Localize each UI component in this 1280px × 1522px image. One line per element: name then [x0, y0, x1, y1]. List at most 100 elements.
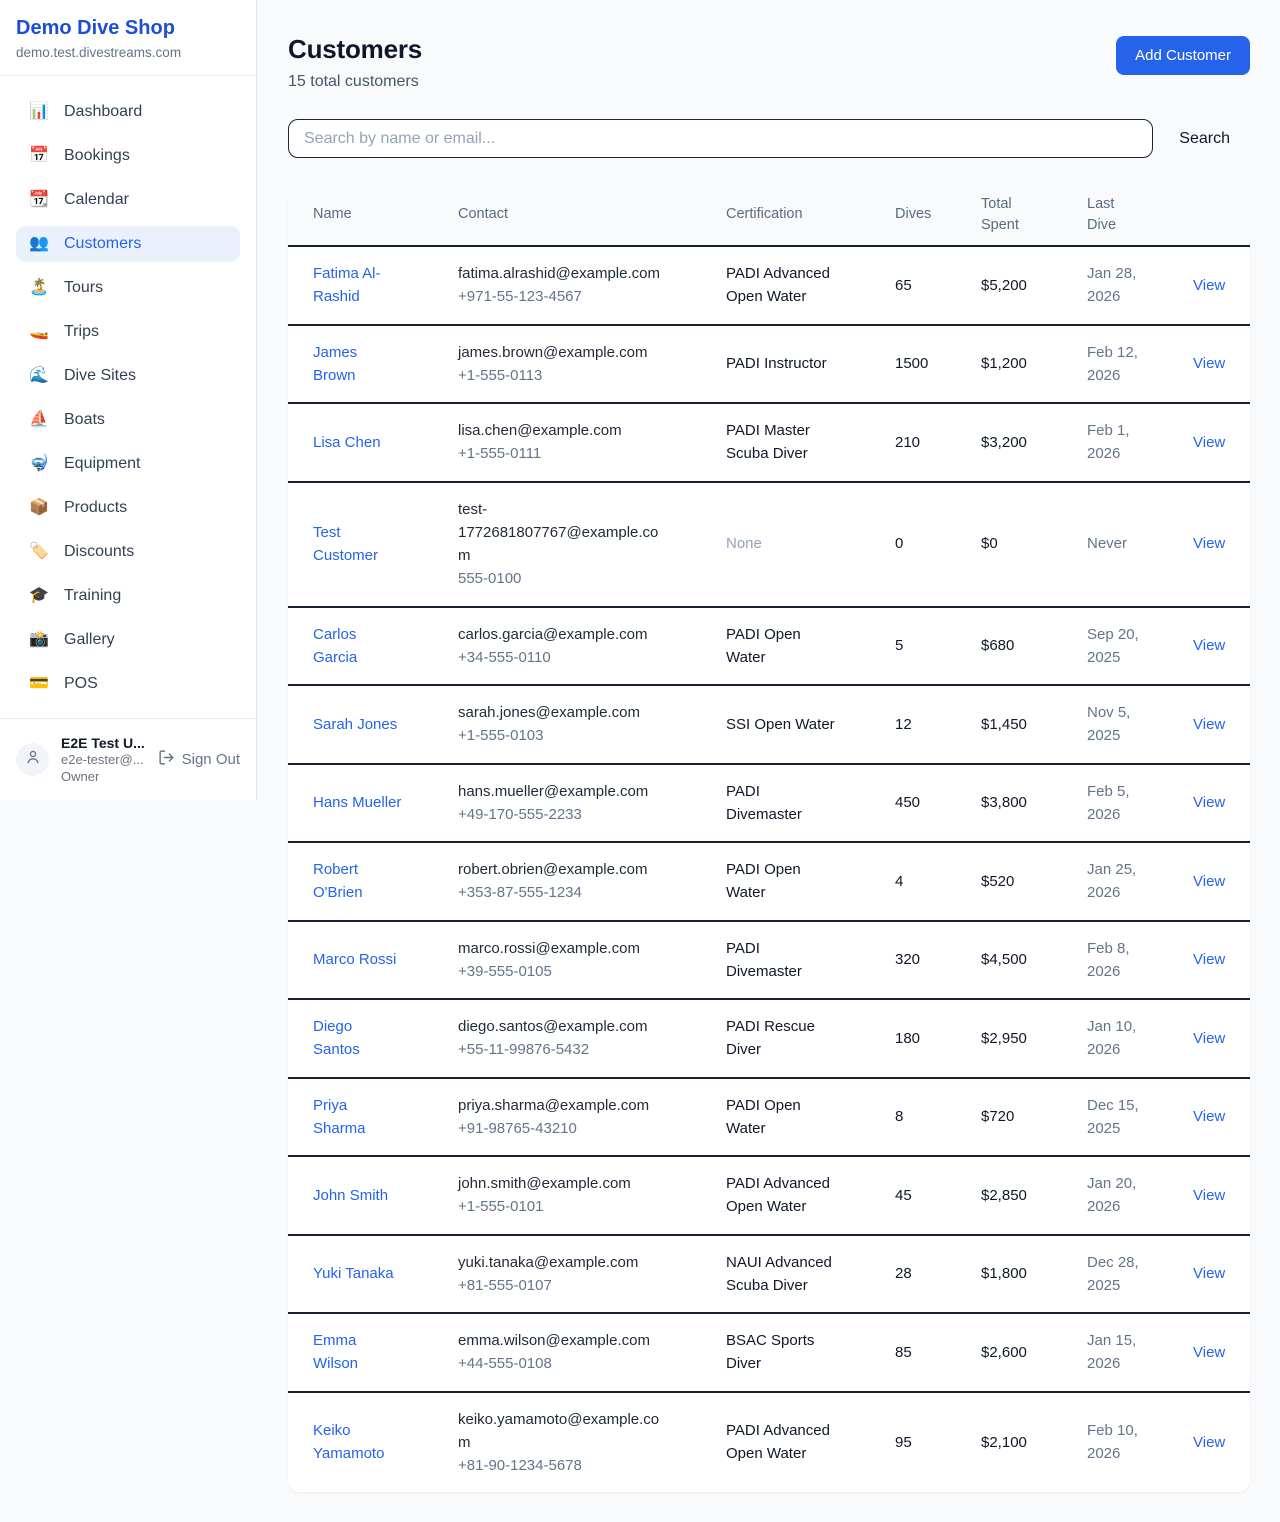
- customer-email: lisa.chen@example.com: [458, 422, 622, 439]
- view-customer-link[interactable]: View: [1193, 535, 1226, 553]
- view-customer-link[interactable]: View: [1193, 1433, 1226, 1451]
- table-body: Fatima Al-Rashid fatima.alrashid@example…: [288, 246, 1250, 1492]
- speedboat-icon: 🚤: [29, 323, 49, 340]
- customer-name-link[interactable]: Sarah Jones: [313, 715, 398, 733]
- sidebar-item-discounts[interactable]: 🏷️ Discounts: [16, 534, 240, 570]
- view-customer-link[interactable]: View: [1193, 637, 1226, 655]
- customer-name-link[interactable]: Marco Rossi: [313, 951, 397, 969]
- sidebar-item-tours[interactable]: 🏝️ Tours: [16, 270, 240, 306]
- camera-icon: 📸: [29, 631, 49, 648]
- customer-name-link[interactable]: John Smith: [313, 1186, 389, 1204]
- view-customer-link[interactable]: View: [1193, 1186, 1226, 1204]
- view-customer-link[interactable]: View: [1193, 276, 1226, 294]
- view-customer-link[interactable]: View: [1193, 1029, 1226, 1047]
- table-row: Diego Santos diego.santos@example.com +5…: [288, 999, 1250, 1079]
- view-customer-link[interactable]: View: [1193, 433, 1226, 451]
- table-row: John Smith john.smith@example.com +1-555…: [288, 1156, 1250, 1236]
- sidebar: Demo Dive Shop demo.test.divestreams.com…: [0, 0, 257, 800]
- customer-name-link[interactable]: Hans Mueller: [313, 794, 402, 812]
- customer-total-spent: $2,950: [969, 999, 1075, 1079]
- sidebar-item-boats[interactable]: ⛵ Boats: [16, 402, 240, 438]
- sidebar-item-customers[interactable]: 👥 Customers: [16, 226, 240, 262]
- search-bar: Search: [288, 119, 1250, 158]
- col-certification: Certification: [714, 184, 883, 247]
- customer-certification: None: [726, 535, 762, 553]
- customer-dives: 0: [883, 481, 969, 608]
- customer-name-link[interactable]: James Brown: [313, 343, 358, 384]
- view-customer-link[interactable]: View: [1193, 1108, 1226, 1126]
- customer-certification: PADI Instructor: [726, 355, 827, 373]
- customer-name-link[interactable]: Test Customer: [313, 523, 379, 564]
- customer-name-link[interactable]: Carlos Garcia: [313, 625, 358, 666]
- customer-total-spent: $2,600: [969, 1313, 1075, 1393]
- search-button[interactable]: Search: [1153, 130, 1250, 148]
- customer-last-dive: Jan 10, 2026: [1087, 1018, 1137, 1059]
- customer-phone: +353-87-555-1234: [458, 884, 582, 902]
- sidebar-item-products[interactable]: 📦 Products: [16, 490, 240, 526]
- sidebar-item-bookings[interactable]: 📅 Bookings: [16, 138, 240, 174]
- sidebar-nav: 📊 Dashboard 📅 Bookings 📆 Calendar 👥 Cust…: [0, 76, 256, 718]
- customer-certification: BSAC Sports Diver: [726, 1332, 815, 1373]
- view-customer-link[interactable]: View: [1193, 951, 1226, 969]
- customer-last-dive: Jan 15, 2026: [1087, 1332, 1137, 1373]
- nav-label: Training: [64, 587, 122, 604]
- sidebar-item-gallery[interactable]: 📸 Gallery: [16, 622, 240, 658]
- sidebar-item-training[interactable]: 🎓 Training: [16, 578, 240, 614]
- sidebar-item-dive-sites[interactable]: 🌊 Dive Sites: [16, 358, 240, 394]
- customer-phone: +91-98765-43210: [458, 1119, 577, 1137]
- customer-name-link[interactable]: Fatima Al-Rashid: [313, 265, 381, 306]
- user-info: E2E Test U... e2e-tester@... Owner: [61, 734, 146, 786]
- customer-certification: PADI Open Water: [726, 861, 801, 902]
- view-customer-link[interactable]: View: [1193, 715, 1226, 733]
- customer-last-dive: Feb 8, 2026: [1087, 939, 1130, 980]
- customer-name-link[interactable]: Lisa Chen: [313, 433, 381, 451]
- customer-phone: +1-555-0101: [458, 1198, 544, 1216]
- customer-email: robert.obrien@example.com: [458, 861, 648, 878]
- sidebar-item-dashboard[interactable]: 📊 Dashboard: [16, 94, 240, 130]
- sidebar-item-calendar[interactable]: 📆 Calendar: [16, 182, 240, 218]
- calendar-icon: 📅: [29, 147, 49, 164]
- customer-certification: SSI Open Water: [726, 715, 835, 733]
- customer-dives: 1500: [883, 324, 969, 404]
- view-customer-link[interactable]: View: [1193, 794, 1226, 812]
- sailboat-icon: ⛵: [29, 411, 49, 428]
- customer-name-link[interactable]: Yuki Tanaka: [313, 1265, 394, 1283]
- col-total-spent: Total Spent: [969, 184, 1075, 247]
- search-input[interactable]: [288, 119, 1154, 158]
- table-row: Keiko Yamamoto keiko.yamamoto@example.co…: [288, 1392, 1250, 1493]
- customer-name-link[interactable]: Priya Sharma: [313, 1096, 366, 1137]
- sign-out-button[interactable]: Sign Out: [158, 749, 240, 770]
- nav-label: Bookings: [64, 147, 130, 164]
- customer-last-dive: Jan 28, 2026: [1087, 265, 1137, 306]
- customer-last-dive: Dec 28, 2025: [1087, 1253, 1139, 1294]
- customer-dives: 65: [883, 246, 969, 326]
- customers-table-card: Name Contact Certification Dives Total S…: [288, 184, 1250, 1493]
- customer-certification: PADI Rescue Diver: [726, 1018, 815, 1059]
- customer-dives: 320: [883, 920, 969, 1000]
- sidebar-item-trips[interactable]: 🚤 Trips: [16, 314, 240, 350]
- table-row: Emma Wilson emma.wilson@example.com +44-…: [288, 1313, 1250, 1393]
- customer-name-link[interactable]: Robert O'Brien: [313, 861, 363, 902]
- customer-total-spent: $4,500: [969, 920, 1075, 1000]
- add-customer-button[interactable]: Add Customer: [1116, 36, 1250, 75]
- sign-out-label: Sign Out: [181, 751, 240, 768]
- customer-phone: +1-555-0111: [458, 445, 542, 463]
- graduation-cap-icon: 🎓: [29, 587, 49, 604]
- view-customer-link[interactable]: View: [1193, 872, 1226, 890]
- wave-icon: 🌊: [29, 367, 49, 384]
- customer-name-link[interactable]: Diego Santos: [313, 1018, 360, 1059]
- view-customer-link[interactable]: View: [1193, 1343, 1226, 1361]
- view-customer-link[interactable]: View: [1193, 1265, 1226, 1283]
- customer-name-link[interactable]: Keiko Yamamoto: [313, 1422, 385, 1463]
- customer-email: john.smith@example.com: [458, 1175, 631, 1192]
- user-email: e2e-tester@...: [61, 751, 144, 767]
- customer-name-link[interactable]: Emma Wilson: [313, 1332, 359, 1373]
- customer-last-dive: Nov 5, 2025: [1087, 704, 1131, 745]
- view-customer-link[interactable]: View: [1193, 355, 1226, 373]
- customer-email: keiko.yamamoto@example.com: [458, 1410, 660, 1451]
- sidebar-item-pos[interactable]: 💳 POS: [16, 666, 240, 702]
- customer-dives: 85: [883, 1313, 969, 1393]
- nav-label: Boats: [64, 411, 105, 428]
- customer-certification: NAUI Advanced Scuba Diver: [726, 1253, 832, 1294]
- sidebar-item-equipment[interactable]: 🤿 Equipment: [16, 446, 240, 482]
